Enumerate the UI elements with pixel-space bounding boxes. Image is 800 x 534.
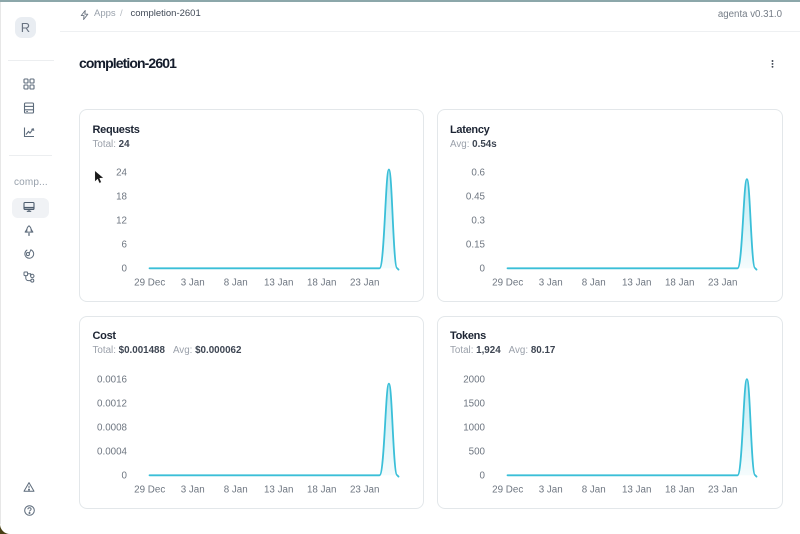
svg-text:18 Jan: 18 Jan xyxy=(307,278,336,289)
svg-text:23 Jan: 23 Jan xyxy=(707,278,736,289)
svg-text:29 Dec: 29 Dec xyxy=(492,484,523,495)
svg-text:18 Jan: 18 Jan xyxy=(664,278,693,289)
svg-text:18: 18 xyxy=(116,191,127,202)
svg-text:8 Jan: 8 Jan xyxy=(581,278,605,289)
svg-text:3 Jan: 3 Jan xyxy=(538,484,562,495)
svg-text:0.45: 0.45 xyxy=(465,191,485,202)
svg-text:0.0012: 0.0012 xyxy=(97,398,127,409)
svg-text:0.3: 0.3 xyxy=(471,216,485,227)
svg-text:1000: 1000 xyxy=(463,422,485,433)
svg-text:13 Jan: 13 Jan xyxy=(264,278,293,289)
svg-text:0.0004: 0.0004 xyxy=(97,446,128,457)
svg-text:23 Jan: 23 Jan xyxy=(350,484,379,495)
svg-text:3 Jan: 3 Jan xyxy=(181,484,205,495)
svg-text:18 Jan: 18 Jan xyxy=(664,484,693,495)
svg-text:8 Jan: 8 Jan xyxy=(224,278,248,289)
svg-text:8 Jan: 8 Jan xyxy=(581,484,605,495)
svg-text:23 Jan: 23 Jan xyxy=(350,278,379,289)
svg-text:12: 12 xyxy=(116,216,127,227)
svg-text:13 Jan: 13 Jan xyxy=(264,484,293,495)
svg-text:24: 24 xyxy=(116,167,127,178)
svg-text:500: 500 xyxy=(468,446,485,457)
svg-text:0.6: 0.6 xyxy=(471,167,485,178)
svg-text:6: 6 xyxy=(122,240,128,251)
svg-text:23 Jan: 23 Jan xyxy=(707,484,736,495)
svg-text:13 Jan: 13 Jan xyxy=(621,484,650,495)
svg-text:18 Jan: 18 Jan xyxy=(307,484,336,495)
svg-text:2000: 2000 xyxy=(463,374,485,385)
svg-text:29 Dec: 29 Dec xyxy=(134,484,165,495)
svg-text:13 Jan: 13 Jan xyxy=(621,278,650,289)
svg-text:3 Jan: 3 Jan xyxy=(538,278,562,289)
svg-text:0.0008: 0.0008 xyxy=(97,422,128,433)
svg-text:0: 0 xyxy=(122,470,128,481)
svg-text:29 Dec: 29 Dec xyxy=(134,278,165,289)
svg-text:8 Jan: 8 Jan xyxy=(224,484,248,495)
svg-text:0: 0 xyxy=(479,470,485,481)
svg-text:1500: 1500 xyxy=(463,398,485,409)
svg-text:0.0016: 0.0016 xyxy=(97,374,128,385)
svg-text:0: 0 xyxy=(122,264,128,275)
svg-text:29 Dec: 29 Dec xyxy=(492,278,523,289)
svg-text:0: 0 xyxy=(479,264,485,275)
svg-text:3 Jan: 3 Jan xyxy=(181,278,205,289)
svg-text:0.15: 0.15 xyxy=(465,240,485,251)
